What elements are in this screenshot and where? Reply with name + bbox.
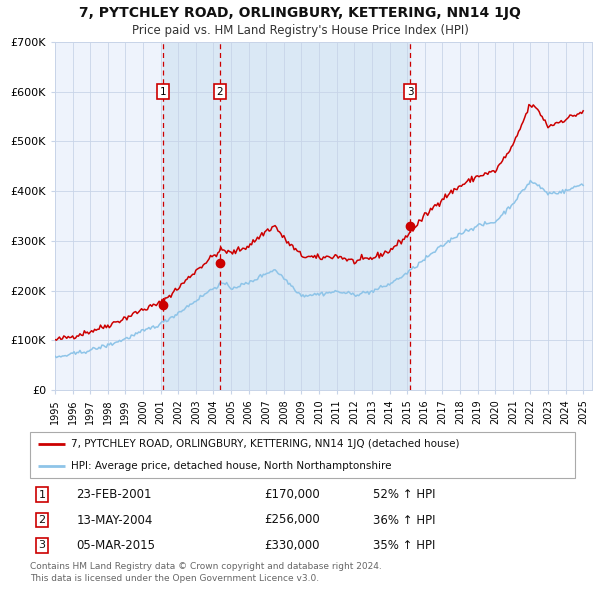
Text: 7, PYTCHLEY ROAD, ORLINGBURY, KETTERING, NN14 1JQ: 7, PYTCHLEY ROAD, ORLINGBURY, KETTERING,… bbox=[79, 6, 521, 20]
Text: 2: 2 bbox=[38, 515, 46, 525]
Text: 3: 3 bbox=[407, 87, 413, 97]
Bar bbox=[163, 42, 220, 390]
Text: £330,000: £330,000 bbox=[265, 539, 320, 552]
Text: HPI: Average price, detached house, North Northamptonshire: HPI: Average price, detached house, Nort… bbox=[71, 461, 391, 471]
Text: £256,000: £256,000 bbox=[265, 513, 320, 526]
Text: 1: 1 bbox=[160, 87, 166, 97]
Text: 1: 1 bbox=[38, 490, 46, 500]
Text: 05-MAR-2015: 05-MAR-2015 bbox=[76, 539, 155, 552]
Text: 23-FEB-2001: 23-FEB-2001 bbox=[76, 488, 152, 501]
Text: 13-MAY-2004: 13-MAY-2004 bbox=[76, 513, 152, 526]
Bar bbox=[220, 42, 410, 390]
Text: Price paid vs. HM Land Registry's House Price Index (HPI): Price paid vs. HM Land Registry's House … bbox=[131, 24, 469, 37]
Text: Contains HM Land Registry data © Crown copyright and database right 2024.
This d: Contains HM Land Registry data © Crown c… bbox=[30, 562, 382, 583]
Text: 2: 2 bbox=[217, 87, 223, 97]
Text: 7, PYTCHLEY ROAD, ORLINGBURY, KETTERING, NN14 1JQ (detached house): 7, PYTCHLEY ROAD, ORLINGBURY, KETTERING,… bbox=[71, 440, 460, 450]
Text: 52% ↑ HPI: 52% ↑ HPI bbox=[373, 488, 436, 501]
Text: 3: 3 bbox=[38, 540, 46, 550]
Text: 35% ↑ HPI: 35% ↑ HPI bbox=[373, 539, 436, 552]
Text: 36% ↑ HPI: 36% ↑ HPI bbox=[373, 513, 436, 526]
Text: £170,000: £170,000 bbox=[265, 488, 320, 501]
